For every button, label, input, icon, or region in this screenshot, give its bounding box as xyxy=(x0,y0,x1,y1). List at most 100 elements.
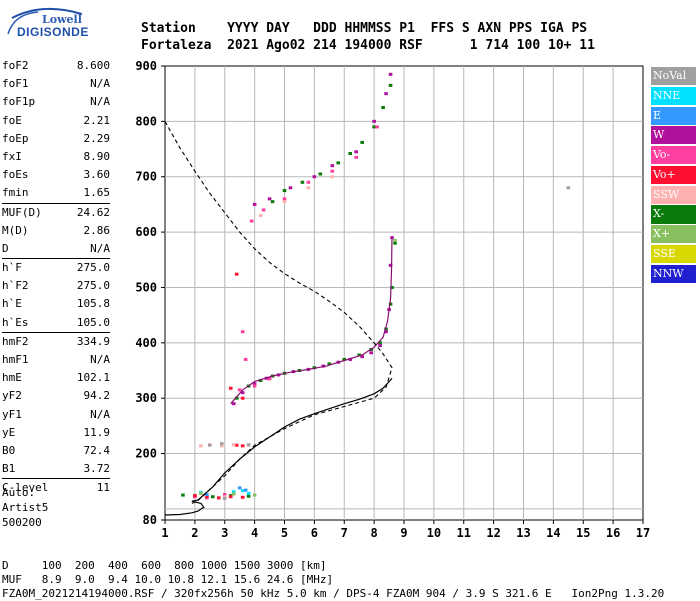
param-name: yF2 xyxy=(2,389,22,403)
param-value: 11.9 xyxy=(83,425,111,439)
param-row: C-level 11 xyxy=(2,479,110,497)
echo-point-vo- xyxy=(261,208,266,212)
param-value: 105.8 xyxy=(76,297,110,311)
echo-point-x- xyxy=(372,125,376,129)
y-tick-label: 600 xyxy=(135,225,157,239)
echo-point-vo- xyxy=(249,219,254,223)
param-name: foF1p xyxy=(2,95,36,109)
param-value: 105.0 xyxy=(76,315,110,329)
digisonde-logo: Lowell DIGISONDE xyxy=(2,4,88,44)
param-row: h`Es 105.0 xyxy=(2,314,110,332)
param-row: foF1 N/A xyxy=(2,75,110,93)
param-row: B1 3.72 xyxy=(2,460,110,478)
param-value: 8.90 xyxy=(83,149,111,163)
echo-point-vo- xyxy=(237,388,242,392)
param-name: foEs xyxy=(2,168,29,182)
param-row: fmin 1.65 xyxy=(2,184,110,202)
echo-point-ssw xyxy=(222,495,227,499)
param-value: 8.600 xyxy=(76,59,110,72)
echo-point-x- xyxy=(390,285,394,289)
echo-point-ssw xyxy=(306,186,311,190)
echo-point-noval xyxy=(208,443,212,447)
x-tick-label: 17 xyxy=(636,526,650,540)
echo-point-vo- xyxy=(306,180,311,184)
scaled-parameters: foF2 8.600 foF1 N/A foF1p N/A foE 2.21 foEp 2.29 f… xyxy=(2,57,110,498)
echo-point-vo- xyxy=(282,197,287,201)
echo-point-w xyxy=(384,92,388,96)
echo-point-x- xyxy=(381,106,385,110)
param-value: N/A xyxy=(90,95,110,109)
echo-point-nne xyxy=(246,491,251,495)
echo-point-x- xyxy=(231,492,236,496)
echo-point-x- xyxy=(318,172,323,176)
legend-item: Vo- xyxy=(651,146,696,165)
y-tick-label: 500 xyxy=(135,280,157,294)
echo-point-x- xyxy=(270,200,275,204)
param-row: foF1p N/A xyxy=(2,93,110,111)
echo-point-w xyxy=(360,355,364,359)
x-tick-label: 10 xyxy=(427,526,441,540)
echo-point-w xyxy=(348,357,353,361)
echo-point-vo- xyxy=(354,155,358,159)
param-row: hmE 102.1 xyxy=(2,369,110,387)
param-value: 11 xyxy=(96,481,110,495)
param-name: fxI xyxy=(2,149,22,163)
x-tick-label: 15 xyxy=(576,526,590,540)
echo-point-x- xyxy=(388,302,393,306)
param-value: N/A xyxy=(90,407,110,421)
param-name: h`Es xyxy=(2,315,29,329)
y-tick-label: 800 xyxy=(135,114,157,128)
echo-point-ssw xyxy=(219,444,224,448)
x-tick-label: 11 xyxy=(457,526,471,540)
echo-point-w xyxy=(267,197,272,201)
echo-point-noval xyxy=(219,442,224,446)
echo-point-ssw xyxy=(231,443,236,447)
ionogram-chart: 1 2 3 4 5 6 7 8 9 10 11 12 13 14 15 16 17802003004005006… xyxy=(135,59,650,540)
legend-item: NoVal xyxy=(651,67,696,86)
param-row: h`F2 275.0 xyxy=(2,277,110,295)
legend-item: NNW xyxy=(651,264,696,283)
x-tick-label: 9 xyxy=(400,526,407,540)
echo-point-x- xyxy=(348,151,353,155)
echo-point-e xyxy=(243,488,248,492)
param-separator xyxy=(2,478,110,480)
echo-point-w xyxy=(388,72,393,76)
param-row: foF2 8.600 xyxy=(2,57,110,75)
y-tick-label: 200 xyxy=(135,447,157,461)
echo-point-w xyxy=(330,164,335,168)
y-tick-label: 400 xyxy=(135,336,157,350)
echo-point-e xyxy=(237,486,242,490)
echo-point-x- xyxy=(234,396,239,400)
x-tick-label: 12 xyxy=(486,526,500,540)
param-row: M(D) 2.86 xyxy=(2,222,110,240)
echo-point-x- xyxy=(342,357,347,361)
echo-point-x- xyxy=(378,341,382,345)
x-tick-label: 13 xyxy=(516,526,530,540)
echo-point-w xyxy=(378,344,382,348)
echo-point-x- xyxy=(336,161,341,165)
echo-point-w xyxy=(354,150,358,154)
echo-point-nne xyxy=(231,490,236,494)
echo-point-x- xyxy=(327,362,332,366)
param-value: N/A xyxy=(90,241,110,255)
legend-item: W xyxy=(651,126,696,145)
echo-point-ssw xyxy=(282,200,287,204)
echo-point-x- xyxy=(258,378,263,382)
echo-point-vo- xyxy=(252,384,257,388)
param-value: 2.21 xyxy=(83,113,111,127)
param-row: D N/A xyxy=(2,240,110,258)
echo-point-x- xyxy=(393,241,397,245)
echo-point-vo- xyxy=(205,495,209,499)
param-name: B1 xyxy=(2,462,16,476)
logo-lowell-text: Lowell xyxy=(42,13,82,26)
autoscaling-info: Auto: Artist5 500200 xyxy=(2,486,49,529)
param-name: yF1 xyxy=(2,407,22,421)
param-value: 3.72 xyxy=(83,462,111,476)
echo-point-w xyxy=(384,330,388,334)
param-row: foE 2.21 xyxy=(2,112,110,130)
param-row: B0 72.4 xyxy=(2,442,110,460)
echo-point-x- xyxy=(282,189,287,193)
echo-point-vo- xyxy=(234,272,239,276)
echo-point-ssw xyxy=(330,175,335,179)
echo-point-vo- xyxy=(375,125,379,129)
